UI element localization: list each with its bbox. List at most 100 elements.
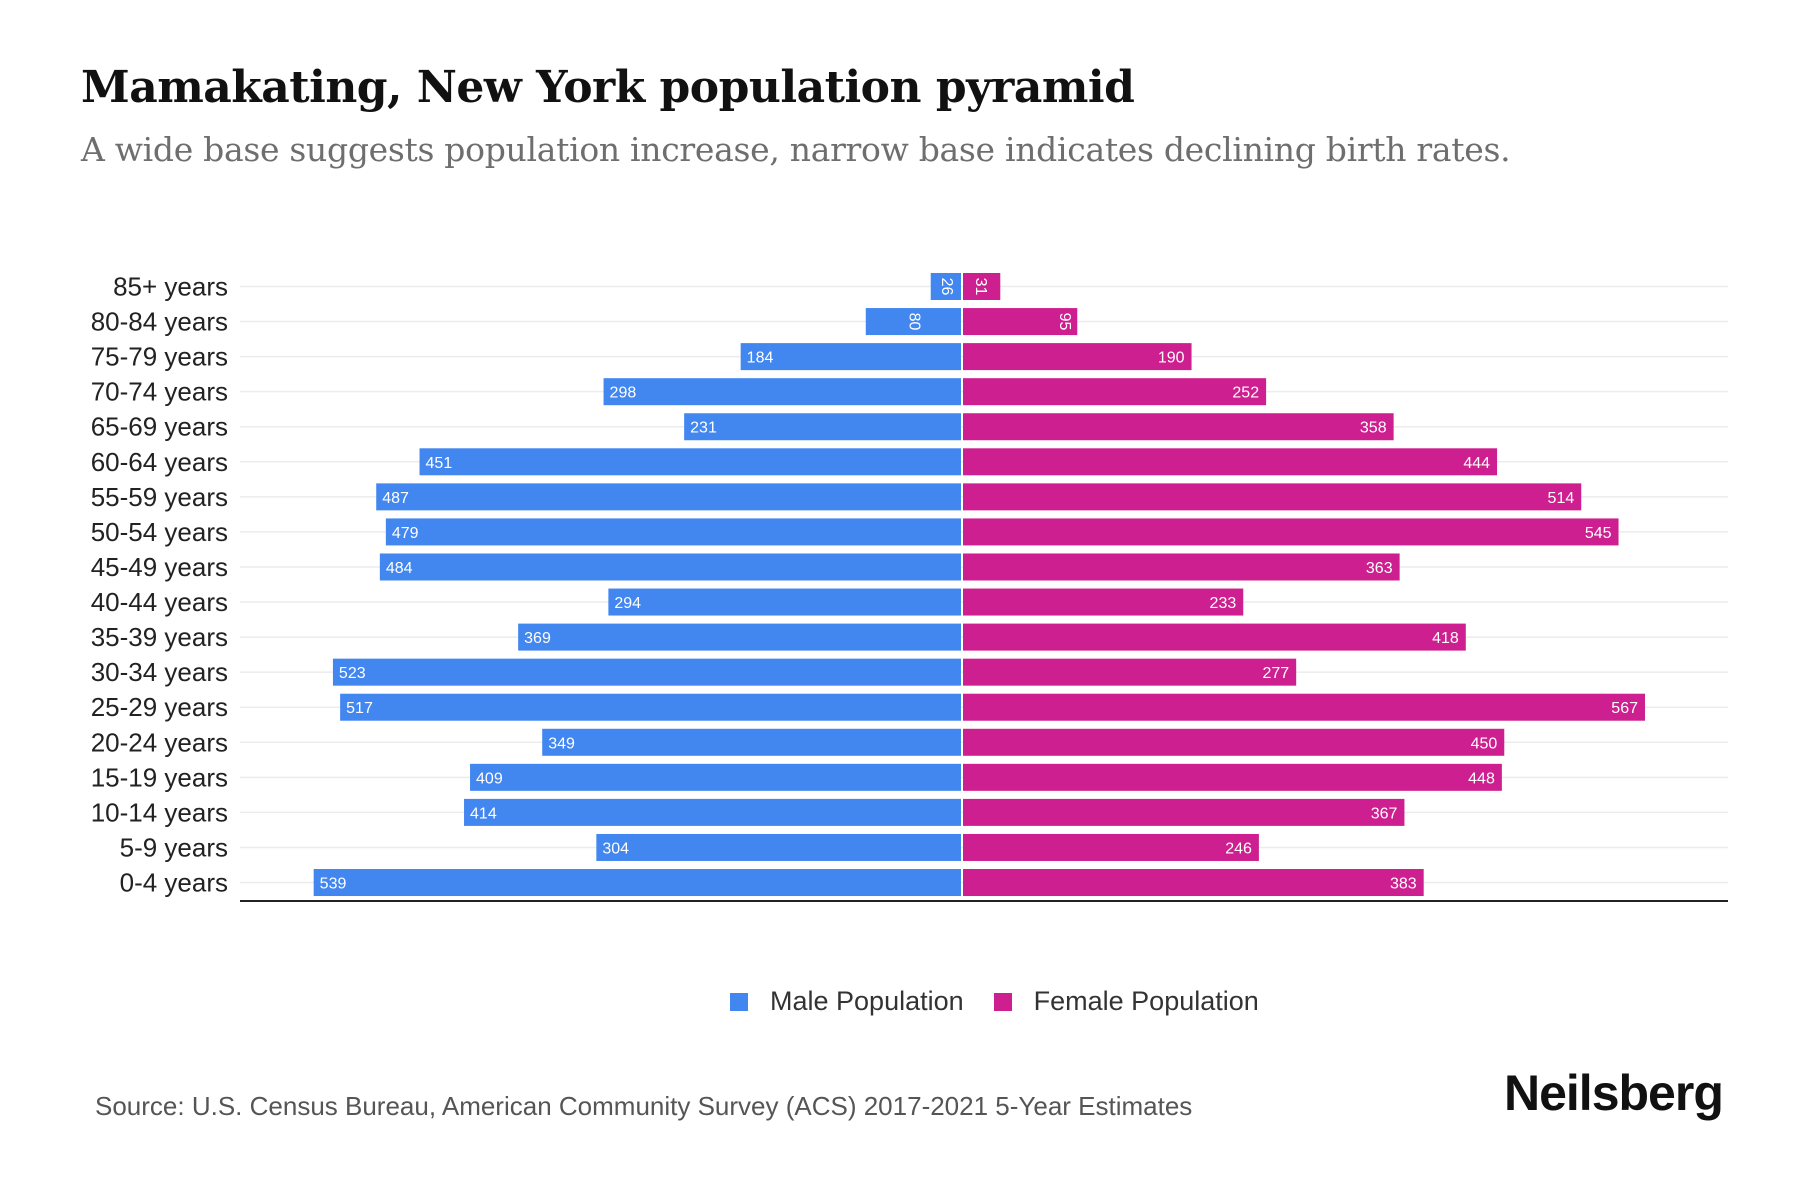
male-bar[interactable]	[596, 833, 961, 861]
female-bar[interactable]	[963, 833, 1259, 861]
male-bar[interactable]	[313, 869, 961, 897]
female-bar[interactable]	[963, 728, 1505, 756]
female-data-label: 545	[1585, 525, 1612, 542]
category-label: 55-59 years	[91, 482, 228, 512]
female-data-label: 450	[1471, 735, 1498, 752]
legend-label-male: Male Population	[770, 986, 964, 1016]
male-data-label: 484	[386, 560, 413, 577]
female-bar[interactable]	[963, 693, 1645, 721]
male-data-label: 294	[614, 595, 641, 612]
source-note: Source: U.S. Census Bureau, American Com…	[95, 1091, 1193, 1121]
category-label: 15-19 years	[91, 762, 228, 792]
female-bar[interactable]	[963, 378, 1267, 406]
male-data-label: 414	[470, 805, 497, 822]
bars: 26 31 80 95 184 190 298 252 231 358 451 444 487 514 47…	[313, 273, 1645, 897]
female-data-label: 363	[1366, 560, 1393, 577]
male-bar[interactable]	[542, 728, 961, 756]
male-bar[interactable]	[930, 273, 961, 300]
female-bar[interactable]	[963, 623, 1466, 651]
category-labels: 85+ years 80-84 years 75-79 years 70-74 yea…	[91, 272, 228, 898]
female-bar[interactable]	[963, 413, 1394, 441]
category-label: 80-84 years	[91, 307, 228, 337]
male-bar[interactable]	[603, 378, 961, 406]
female-bar[interactable]	[963, 448, 1498, 476]
male-data-label: 479	[392, 525, 419, 542]
category-label: 65-69 years	[91, 412, 228, 442]
female-bar[interactable]	[963, 308, 1078, 336]
category-label: 45-49 years	[91, 552, 228, 582]
male-data-label: 539	[320, 876, 347, 893]
chart-title: Mamakating, New York population pyramid	[81, 62, 1135, 113]
female-data-label: 246	[1225, 840, 1252, 857]
male-data-label: 369	[524, 630, 551, 647]
category-label: 10-14 years	[91, 797, 228, 827]
female-bar[interactable]	[963, 483, 1582, 511]
male-bar[interactable]	[470, 763, 961, 791]
male-bar[interactable]	[385, 518, 961, 546]
male-data-label: 80	[905, 313, 922, 331]
legend-swatch-male	[730, 992, 748, 1011]
legend-item-female[interactable]: Female Population	[993, 986, 1259, 1017]
male-bar[interactable]	[865, 308, 961, 336]
male-bar[interactable]	[376, 483, 962, 511]
female-bar[interactable]	[963, 588, 1244, 616]
male-bar[interactable]	[608, 588, 961, 616]
category-label: 20-24 years	[91, 727, 228, 757]
category-label: 75-79 years	[91, 342, 228, 372]
female-bar[interactable]	[963, 518, 1619, 546]
female-data-label: 95	[1056, 313, 1073, 331]
category-label: 85+ years	[113, 272, 228, 302]
male-bar[interactable]	[419, 448, 961, 476]
female-bar[interactable]	[963, 343, 1192, 371]
male-data-label: 517	[346, 700, 373, 717]
category-label: 25-29 years	[91, 692, 228, 722]
male-data-label: 349	[548, 735, 575, 752]
female-data-label: 358	[1360, 420, 1387, 437]
category-label: 40-44 years	[91, 587, 228, 617]
population-pyramid-chart: 26 31 80 95 184 190 298 252 231 358 451 444 487 514 47…	[91, 272, 1728, 902]
category-label: 0-4 years	[120, 868, 228, 898]
female-data-label: 277	[1262, 665, 1289, 682]
brand-logo[interactable]: Neilsberg	[1504, 1065, 1724, 1121]
male-data-label: 231	[690, 420, 717, 437]
male-bar[interactable]	[379, 553, 961, 581]
category-label: 5-9 years	[120, 832, 228, 862]
female-data-label: 383	[1390, 876, 1417, 893]
category-label: 50-54 years	[91, 517, 228, 547]
gridlines	[240, 285, 1728, 884]
chart-subtitle: A wide base suggests population increase…	[81, 130, 1511, 169]
female-data-label: 448	[1468, 770, 1495, 787]
female-bar[interactable]	[963, 869, 1424, 897]
male-data-label: 487	[382, 490, 409, 507]
female-data-label: 367	[1371, 805, 1398, 822]
female-data-label: 514	[1548, 490, 1575, 507]
male-data-label: 451	[426, 455, 453, 472]
female-data-label: 567	[1611, 700, 1638, 717]
legend-label-female: Female Population	[1033, 986, 1259, 1016]
female-bar[interactable]	[963, 553, 1400, 581]
male-data-label: 298	[610, 385, 637, 402]
male-bar[interactable]	[518, 623, 961, 651]
female-data-label: 190	[1158, 350, 1185, 367]
male-bar[interactable]	[684, 413, 961, 441]
male-bar[interactable]	[740, 343, 961, 371]
female-data-label: 31	[972, 278, 989, 296]
male-bar[interactable]	[332, 658, 961, 686]
female-data-label: 233	[1210, 595, 1237, 612]
category-label: 60-64 years	[91, 447, 228, 477]
legend-item-male[interactable]: Male Population	[730, 986, 964, 1017]
female-bar[interactable]	[963, 798, 1405, 826]
male-bar[interactable]	[340, 693, 961, 721]
female-bar[interactable]	[963, 273, 1001, 300]
category-label: 35-39 years	[91, 622, 228, 652]
female-data-label: 444	[1463, 455, 1490, 472]
female-bar[interactable]	[963, 658, 1297, 686]
male-data-label: 26	[938, 278, 955, 296]
category-label: 30-34 years	[91, 657, 228, 687]
male-bar[interactable]	[464, 798, 961, 826]
male-data-label: 304	[602, 840, 629, 857]
female-bar[interactable]	[963, 763, 1502, 791]
male-data-label: 409	[476, 770, 503, 787]
female-data-label: 252	[1232, 385, 1259, 402]
male-data-label: 523	[339, 665, 366, 682]
